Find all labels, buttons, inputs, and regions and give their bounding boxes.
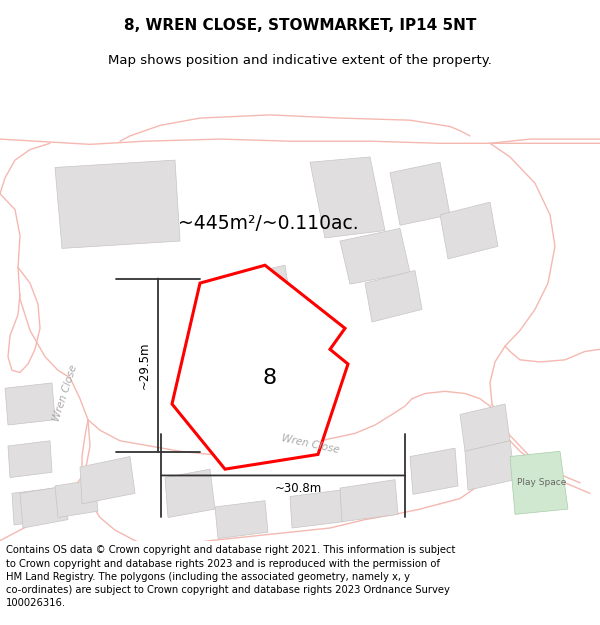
Text: Play Space: Play Space — [517, 478, 566, 488]
Text: Wren Close: Wren Close — [280, 433, 340, 455]
Polygon shape — [460, 404, 510, 451]
Polygon shape — [205, 265, 300, 383]
Polygon shape — [440, 202, 498, 259]
Polygon shape — [465, 441, 515, 490]
Text: ~30.8m: ~30.8m — [274, 482, 322, 494]
Text: ~445m²/~0.110ac.: ~445m²/~0.110ac. — [178, 214, 359, 232]
Polygon shape — [55, 160, 180, 248]
Polygon shape — [215, 501, 268, 539]
Text: Map shows position and indicative extent of the property.: Map shows position and indicative extent… — [108, 54, 492, 68]
Polygon shape — [340, 479, 398, 522]
Text: 8: 8 — [263, 368, 277, 388]
Polygon shape — [310, 157, 385, 238]
Polygon shape — [20, 486, 68, 528]
Text: ~29.5m: ~29.5m — [137, 341, 151, 389]
Polygon shape — [165, 469, 215, 518]
Polygon shape — [250, 362, 322, 441]
Polygon shape — [390, 162, 450, 225]
Polygon shape — [410, 448, 458, 494]
Text: Wren Close: Wren Close — [51, 364, 79, 423]
Polygon shape — [55, 479, 98, 518]
Polygon shape — [365, 271, 422, 322]
Polygon shape — [510, 451, 568, 514]
Polygon shape — [80, 456, 135, 504]
Polygon shape — [8, 441, 52, 478]
Polygon shape — [340, 229, 410, 284]
Polygon shape — [5, 383, 55, 425]
Text: Contains OS data © Crown copyright and database right 2021. This information is : Contains OS data © Crown copyright and d… — [6, 545, 455, 608]
Text: 8, WREN CLOSE, STOWMARKET, IP14 5NT: 8, WREN CLOSE, STOWMARKET, IP14 5NT — [124, 18, 476, 32]
Polygon shape — [12, 488, 57, 525]
Polygon shape — [290, 490, 343, 528]
Polygon shape — [172, 265, 348, 469]
